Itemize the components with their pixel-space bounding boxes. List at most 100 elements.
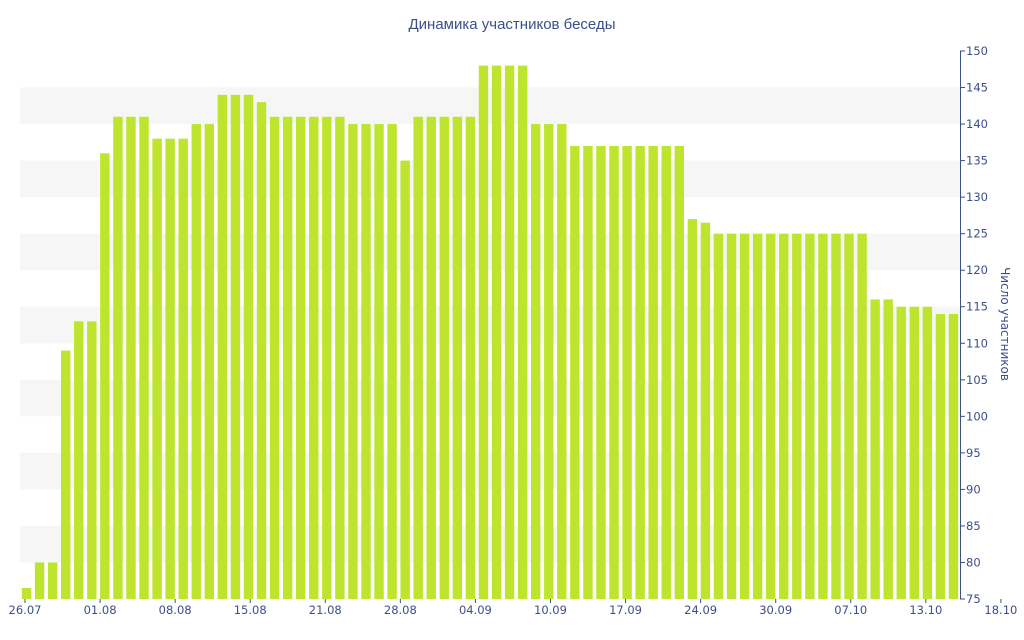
y-tick-label: 95 [966,446,981,460]
bar [635,145,645,600]
x-tick-label: 24.09 [684,603,717,617]
bar [700,222,711,599]
bar [948,314,959,599]
bar [217,94,228,599]
bar [191,124,201,599]
bar [530,124,541,599]
chart-title: Динамика участников беседы [409,16,616,33]
x-tick-label: 08.08 [159,603,192,617]
grid-band [20,452,960,490]
grid-band [20,233,960,271]
y-tick-label: 145 [966,81,988,95]
bar [792,233,802,600]
y-axis-title: Число участников [998,267,1012,381]
bar [204,124,215,599]
bar [922,306,933,599]
bar [47,562,58,599]
bar [335,116,345,599]
bar [152,138,162,599]
bar [465,116,476,599]
bar [557,124,567,599]
bar [478,65,489,600]
x-tick-label: 28.08 [384,603,417,617]
bar [452,116,463,599]
bar [374,124,384,599]
bar [165,138,175,599]
bar [126,116,136,599]
bar-series [21,65,959,600]
y-tick-label: 75 [966,592,981,606]
bar [400,160,410,599]
bar [243,94,254,599]
bar [909,306,920,599]
x-axis: 26.07 01.08 08.08 15.08 21.08 28.08 04.09 10.09… [9,599,1017,617]
bar [935,314,946,599]
bar [596,145,606,600]
bar [256,102,267,600]
x-tick-label: 30.09 [759,603,792,617]
bar [387,124,397,599]
bar [570,145,580,600]
x-tick-label: 04.09 [459,603,492,617]
bar [609,145,619,600]
bar [517,65,528,600]
grid-bands [20,87,960,563]
y-tick-label: 140 [966,117,988,131]
bar [74,321,84,599]
bar [857,233,867,600]
grid-band [20,525,960,563]
bar [544,124,554,599]
bar [883,299,893,599]
x-tick-label: 17.09 [609,603,642,617]
bar [348,124,358,599]
bar [139,116,149,599]
x-tick-label: 15.08 [234,603,267,617]
bar [844,233,854,600]
y-tick-label: 90 [966,482,981,496]
bar [674,145,685,600]
bar [779,233,789,600]
bar [504,65,515,600]
bar [21,588,32,599]
bar [178,138,188,599]
y-tick-label: 85 [966,519,981,533]
bar [100,153,110,600]
y-axis: 75 80 85 90 95 100 105 110 115 120 125 130 135 140 145… [960,44,988,606]
x-tick-label: 18.10 [984,603,1017,617]
grid-band [20,160,960,198]
bar [687,219,698,600]
y-tick-label: 150 [966,44,988,58]
bar [818,233,828,600]
bar [713,233,724,600]
bar [726,233,737,600]
bar [309,116,319,599]
y-tick-label: 100 [966,409,988,423]
bar [739,233,750,600]
grid-band [20,87,960,125]
bar [831,233,841,600]
bar [661,145,671,600]
bar [361,124,371,599]
bar [896,306,906,599]
bar [34,562,45,599]
x-tick-label: 13.10 [909,603,942,617]
bar [491,65,502,600]
y-tick-label: 120 [966,263,988,277]
bar [622,145,632,600]
x-tick-label: 10.09 [534,603,567,617]
bar [322,116,332,599]
bar [230,94,241,599]
x-tick-label: 07.10 [834,603,867,617]
bar [295,116,306,599]
bar [805,233,815,600]
bar [870,299,880,599]
x-tick-label: 26.07 [9,603,42,617]
y-tick-label: 130 [966,190,988,204]
x-tick-label: 01.08 [84,603,117,617]
y-tick-label: 115 [966,300,988,314]
bar [269,116,280,599]
bar [413,116,423,599]
bar [583,145,593,600]
bar [765,233,776,600]
